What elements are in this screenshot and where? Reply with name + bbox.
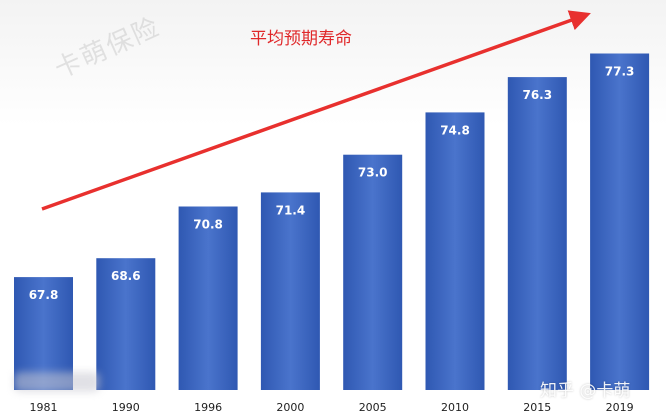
bar-2015 [507,77,567,390]
value-labels-group: 67.8 68.6 70.8 71.4 73.0 74.8 76.3 77.3 [29,65,635,303]
bars-group [14,53,650,391]
bar-1996 [178,206,238,390]
blurred-watermark [14,372,100,392]
x-tick-2019: 2019 [606,401,634,414]
trend-arrow [41,10,591,211]
value-label-2005: 73.0 [358,166,388,180]
x-tick-2010: 2010 [441,401,469,414]
bar-2010 [425,112,485,391]
x-tick-2015: 2015 [523,401,551,414]
bar-2019 [590,53,650,390]
value-label-2015: 76.3 [522,88,552,102]
x-tick-1981: 1981 [30,401,58,414]
value-label-2000: 71.4 [276,203,306,217]
x-tick-2005: 2005 [359,401,387,414]
value-label-1981: 67.8 [29,288,59,302]
bar-2000 [260,192,320,390]
x-tick-labels-group: 1981 1990 1996 2000 2005 2010 2015 2019 [30,401,634,414]
x-tick-1990: 1990 [112,401,140,414]
bar-1981 [14,277,73,390]
value-label-2019: 77.3 [605,65,635,79]
bar-2005 [343,154,403,390]
value-label-1996: 70.8 [193,218,223,232]
chart-title: 平均预期寿命 [250,29,352,49]
value-label-2010: 74.8 [440,123,470,137]
x-tick-2000: 2000 [276,401,304,414]
bar-1990 [96,258,156,390]
x-tick-1996: 1996 [194,401,222,414]
value-label-1990: 68.6 [111,269,141,283]
watermark-bottom-right: 知乎 @卡萌 [540,381,631,401]
